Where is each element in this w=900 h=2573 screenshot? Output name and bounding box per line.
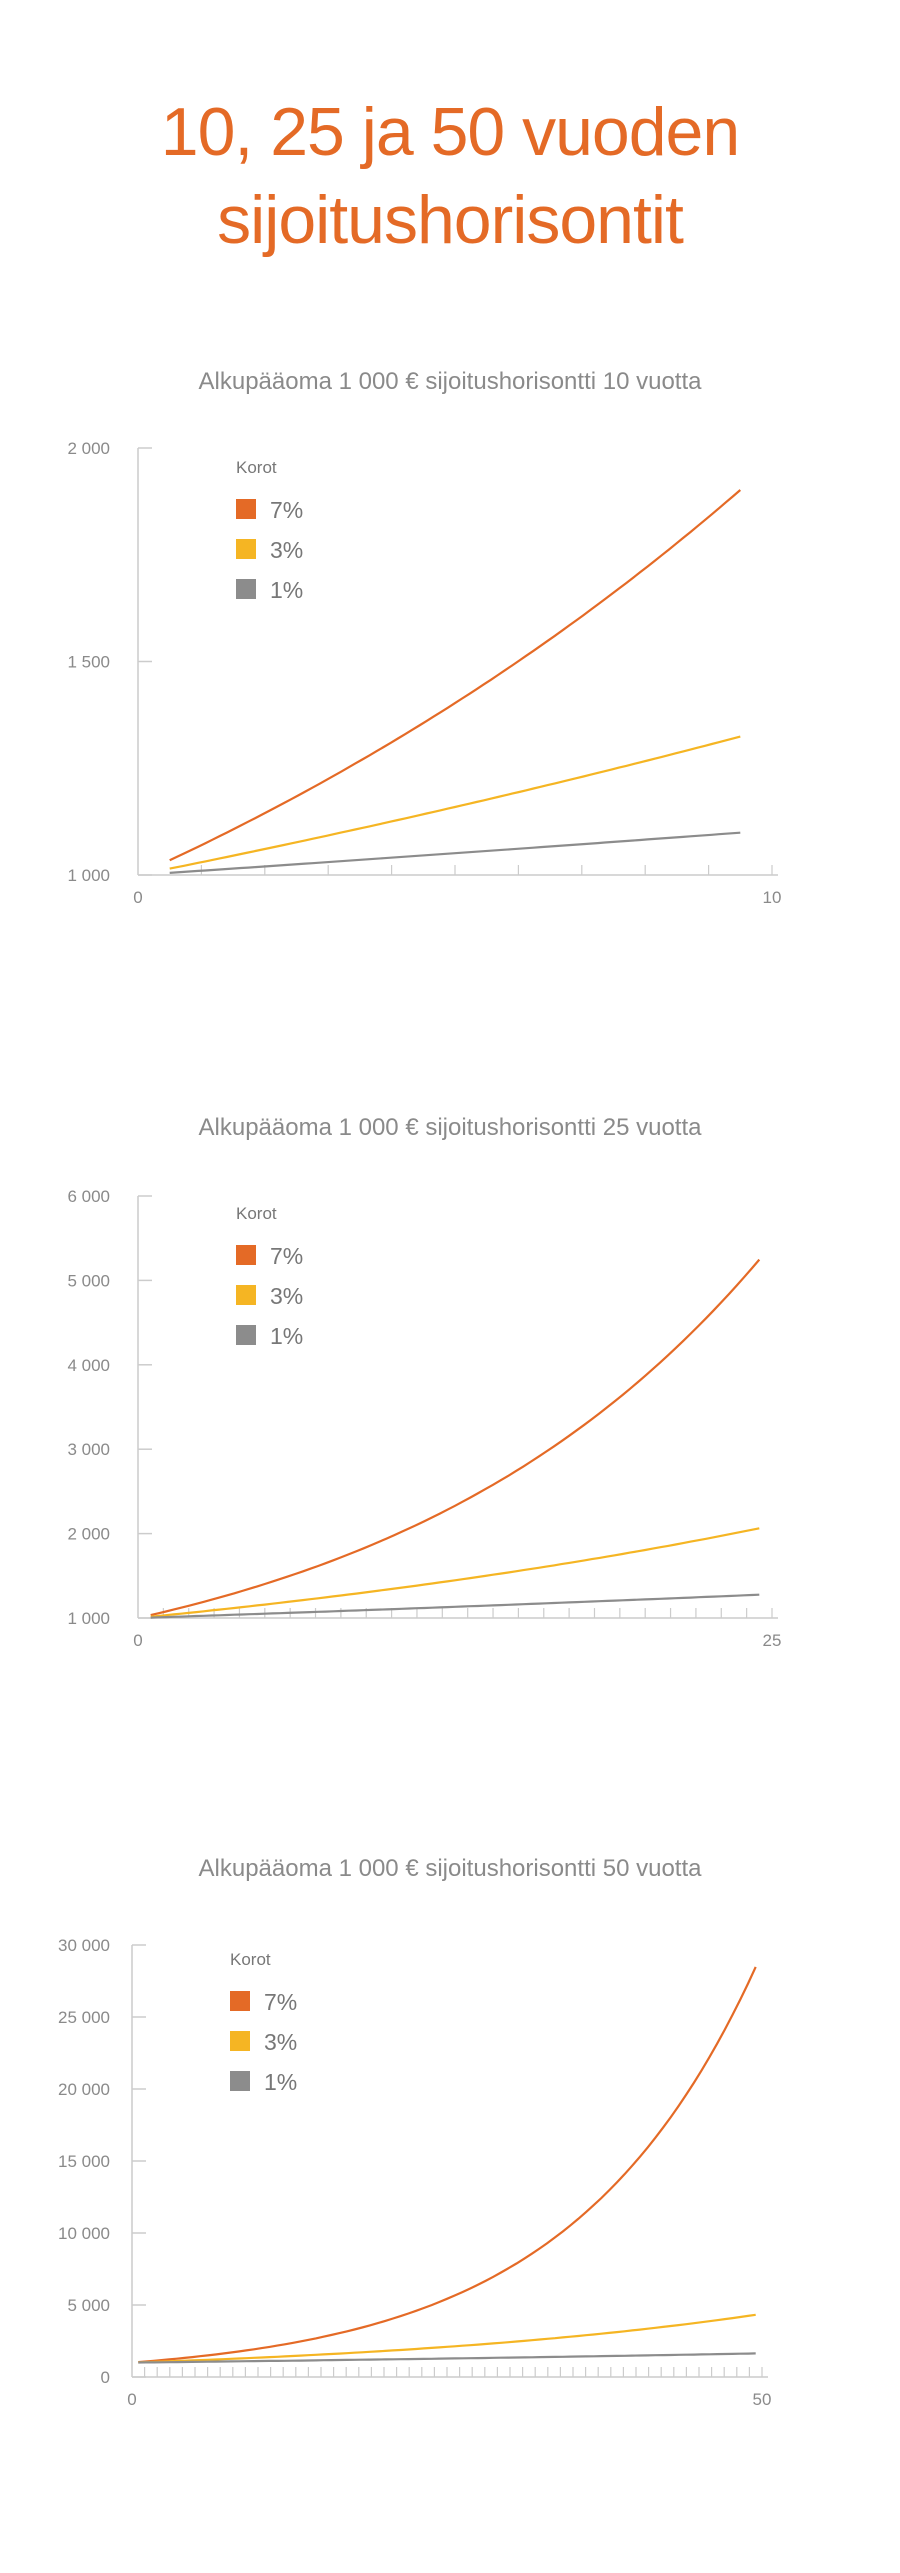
y-tick-label: 15 000 [58,2152,110,2171]
x-tick-label: 0 [133,1631,142,1650]
legend-swatch-1pct [236,1325,256,1345]
x-tick-label: 10 [763,888,782,907]
chart-50-years-plot: 0 5 000 10 000 15 000 20 000 25 000 30 000 0 50 K… [58,1936,772,2409]
legend-swatch-3pct [230,2031,250,2051]
legend-label-7pct: 7% [264,1989,297,2015]
legend-label-3pct: 3% [270,537,303,563]
y-tick-label: 25 000 [58,2008,110,2027]
legend-label-1pct: 1% [270,577,303,603]
chart-title: Alkupääoma 1 000 € sijoitushorisontti 50… [198,1855,702,1882]
legend-title: Korot [236,458,277,477]
chart-title: Alkupääoma 1 000 € sijoitushorisontti 25… [198,1114,702,1141]
y-tick-label: 4 000 [67,1356,110,1375]
y-tick-label: 1 500 [67,653,110,672]
chart-25-years-plot: 1 000 2 000 3 000 4 000 5 000 6 000 0 25 Korot 7%… [67,1187,782,1650]
legend-label-7pct: 7% [270,497,303,523]
chart-50-years: Alkupääoma 1 000 € sijoitushorisontti 50… [0,1855,900,2415]
chart-title: Alkupääoma 1 000 € sijoitushorisontti 10… [198,368,702,395]
series-line-1pct [150,1593,760,1619]
legend-swatch-3pct [236,1285,256,1305]
legend-swatch-7pct [230,1991,250,2011]
y-tick-label: 30 000 [58,1936,110,1955]
legend-swatch-1pct [230,2071,250,2091]
series-line-1pct [138,2352,756,2364]
series-line-7pct [138,1966,757,2364]
legend-swatch-7pct [236,1245,256,1265]
legend-label-3pct: 3% [270,1283,303,1309]
legend-swatch-3pct [236,539,256,559]
page-title: 10, 25 ja 50 vuoden sijoitushorisontit [0,88,900,264]
x-tick-label: 0 [127,2390,136,2409]
legend-label-1pct: 1% [264,2069,297,2095]
y-tick-label: 0 [101,2368,110,2387]
y-tick-label: 20 000 [58,2080,110,2099]
series-line-1pct [169,831,741,874]
chart-10-years: Alkupääoma 1 000 € sijoitushorisontti 10… [0,368,900,908]
legend-label-1pct: 1% [270,1323,303,1349]
y-tick-label: 1 000 [67,1609,110,1628]
legend-title: Korot [236,1204,277,1223]
chart-10-years-plot: 1 000 1 500 2 000 0 10 Korot 7% 3% 1% [67,439,782,907]
x-tick-label: 50 [753,2390,772,2409]
y-tick-label: 5 000 [67,2296,110,2315]
y-tick-label: 6 000 [67,1187,110,1206]
legend-swatch-1pct [236,579,256,599]
series-line-3pct [150,1527,760,1618]
y-tick-label: 3 000 [67,1440,110,1459]
chart-25-years: Alkupääoma 1 000 € sijoitushorisontti 25… [0,1114,900,1674]
y-tick-label: 10 000 [58,2224,110,2243]
legend-label-7pct: 7% [270,1243,303,1269]
x-tick-label: 0 [133,888,142,907]
legend-title: Korot [230,1950,271,1969]
y-tick-label: 2 000 [67,1525,110,1544]
series-line-7pct [150,1258,761,1617]
series-line-3pct [138,2313,756,2364]
legend-swatch-7pct [236,499,256,519]
series-line-7pct [169,489,742,862]
x-tick-label: 25 [763,1631,782,1650]
y-tick-label: 1 000 [67,866,110,885]
page-title-line-2: sijoitushorisontit [217,182,684,258]
series-line-3pct [169,735,741,870]
legend-label-3pct: 3% [264,2029,297,2055]
y-tick-label: 5 000 [67,1271,110,1290]
page-title-line-1: 10, 25 ja 50 vuoden [160,94,740,170]
page-header: 10, 25 ja 50 vuoden sijoitushorisontit [0,88,900,264]
y-tick-label: 2 000 [67,439,110,458]
